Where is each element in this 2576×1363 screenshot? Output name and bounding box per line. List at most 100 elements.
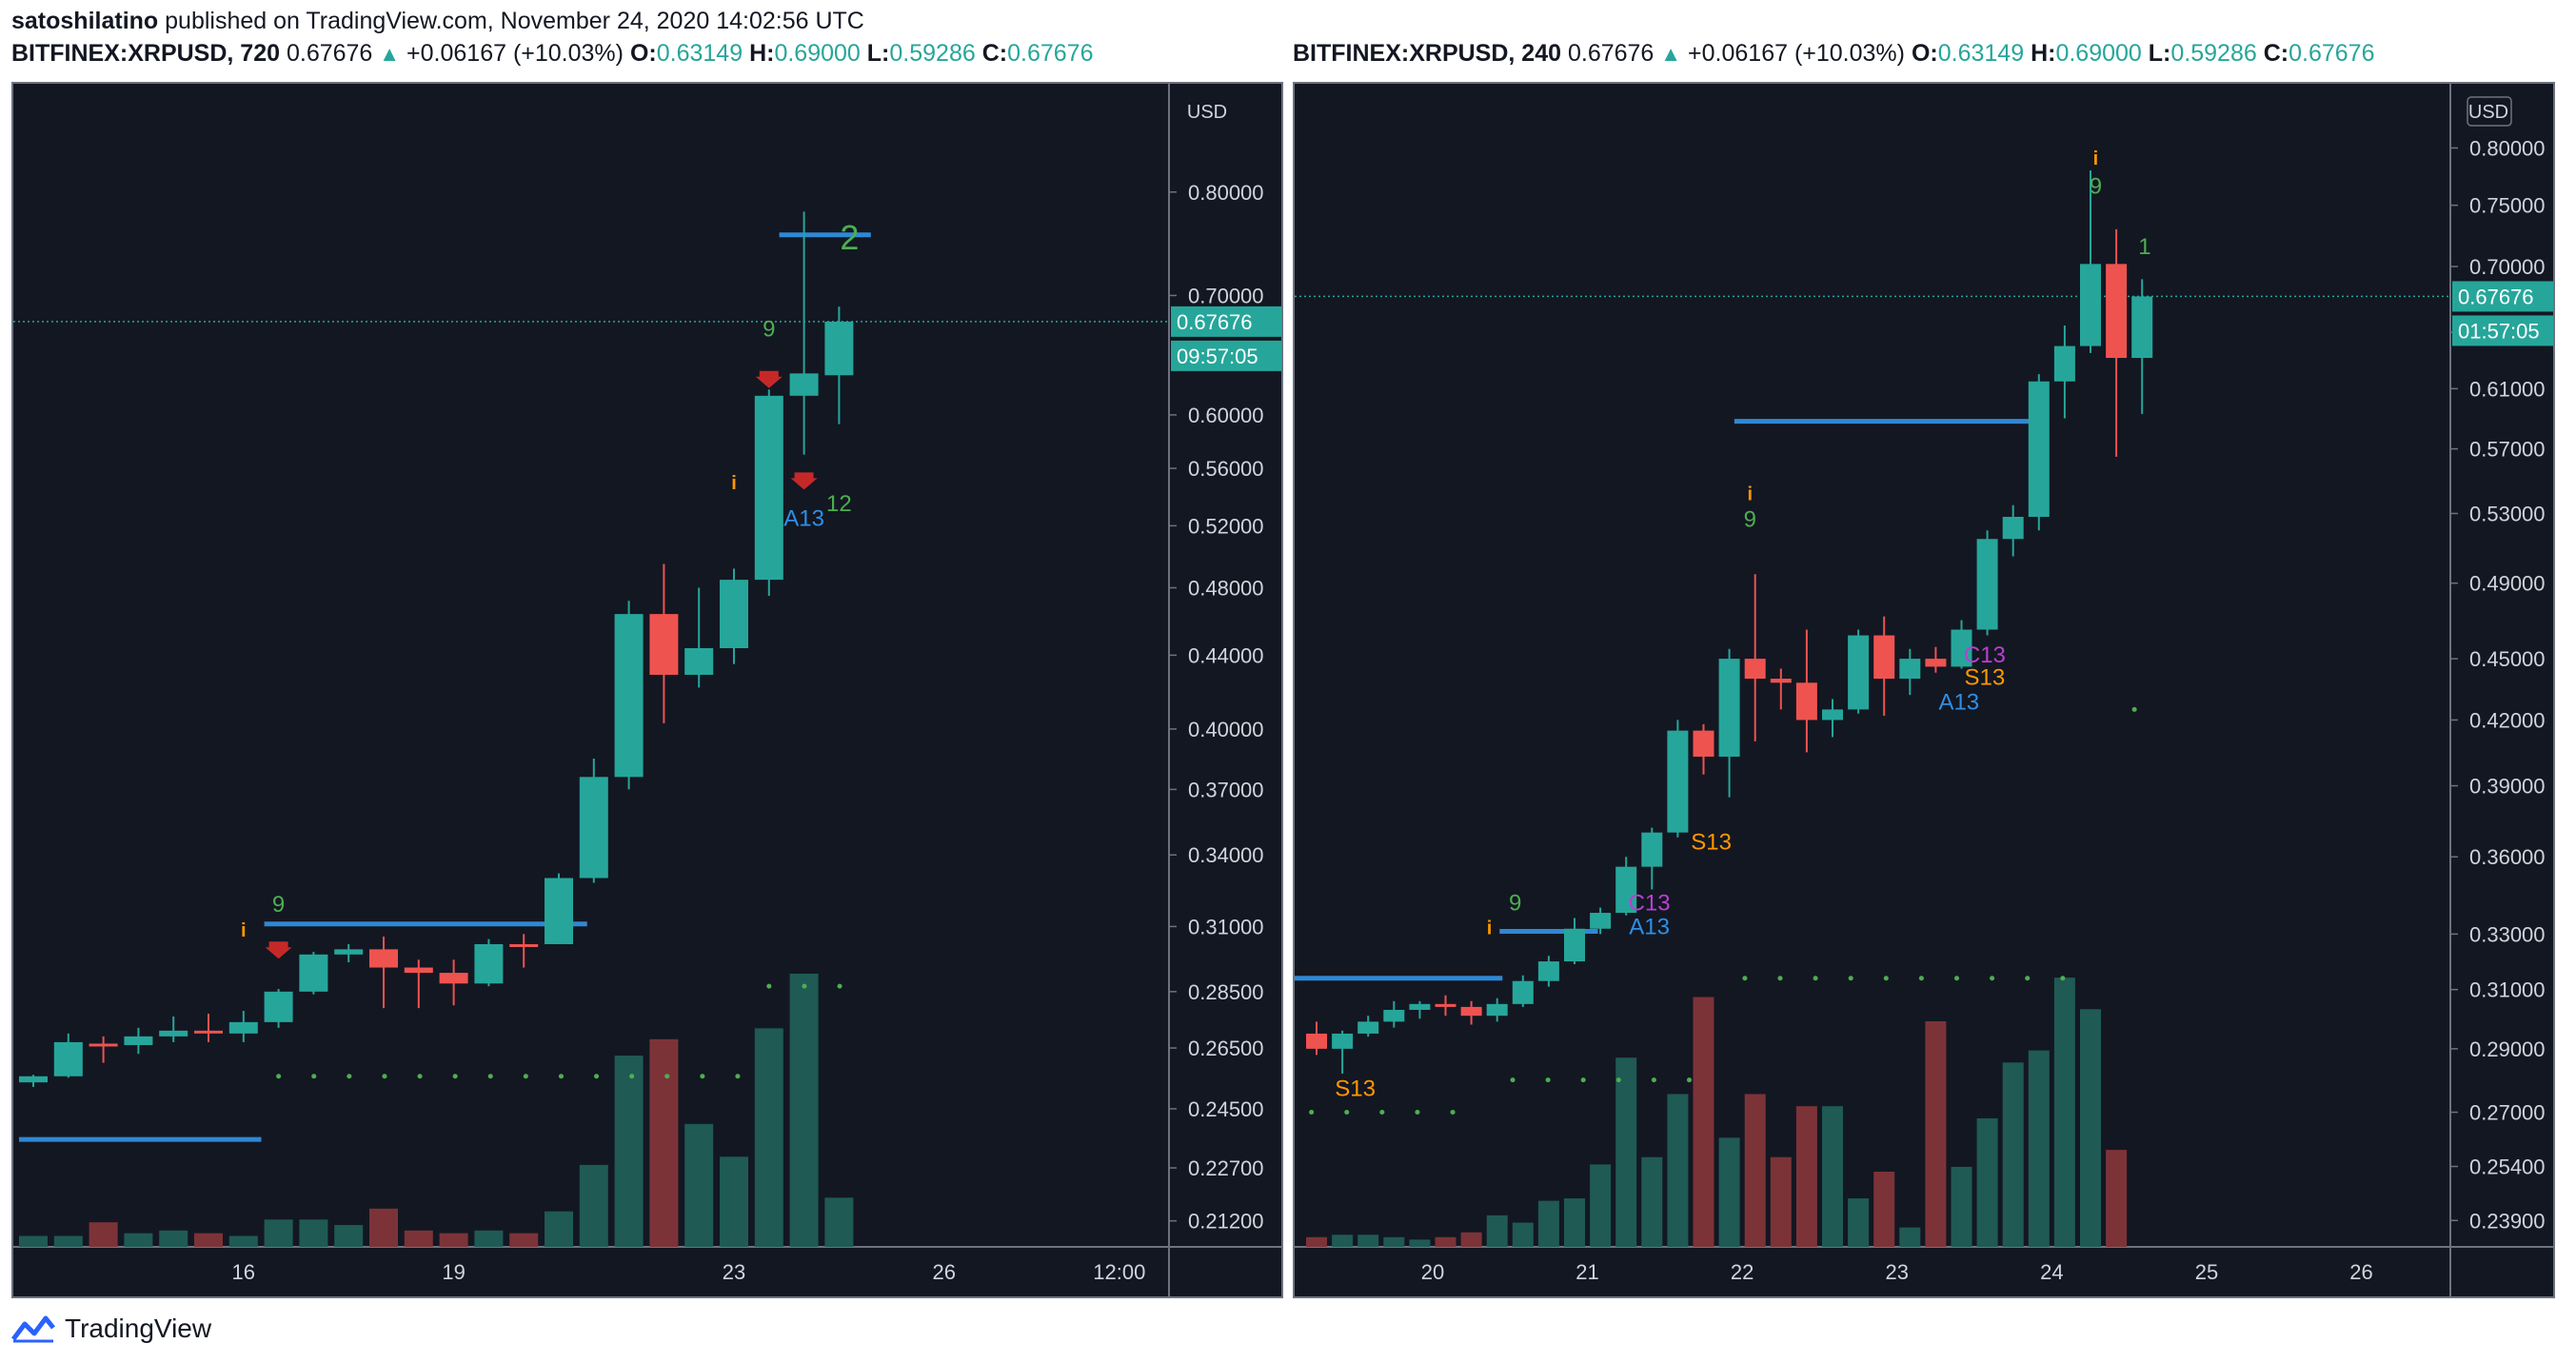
volume-bar [1951,1166,1972,1247]
candle-body [1718,659,1740,757]
candle-body [474,943,504,984]
candle-body [1306,1033,1327,1049]
volume-bar [789,973,819,1247]
volume-bar [53,1235,83,1247]
volume-bar [720,1156,748,1247]
sell-arrow-icon [265,941,292,959]
candle-body [1357,1021,1379,1034]
volume-bar [404,1230,433,1247]
tradingview-footer[interactable]: TradingView [11,1310,211,1348]
volume-bar [299,1219,328,1247]
volume-bar [1357,1235,1379,1247]
author-name[interactable]: satoshilatino [11,8,159,34]
time-tick-label: 21 [1575,1260,1598,1284]
currency-label: USD [1187,102,1227,123]
time-tick-label: 22 [1731,1260,1754,1284]
td-annotation: i [1747,484,1753,504]
candle-body [1590,913,1612,929]
td-annotation: 9 [763,316,775,342]
price-tick-label: 0.27000 [2469,1101,2546,1125]
candle-body [649,614,679,675]
volume-bar [264,1219,293,1247]
candle-body [1744,659,1766,680]
candle-body [789,373,819,396]
volume-bar [1770,1156,1792,1247]
price-tick-label: 0.42000 [2469,708,2546,732]
candle-body [1486,1003,1508,1017]
chart-panel-720[interactable]: 9 i 9 i A13 12 2 0.80000 0.70000 0.60000 0.56000 0.… [11,82,1283,1298]
candle-body [824,321,854,376]
candle-body [579,777,608,879]
countdown-tag [2452,315,2553,346]
candle-body [334,949,364,955]
candle-body [89,1043,118,1047]
volume-bar [89,1222,118,1247]
volume-bar [1976,1117,1998,1247]
candle-body [1460,1006,1482,1017]
time-tick-label: 23 [723,1260,745,1284]
price-tick-label: 0.31000 [2469,978,2546,1002]
candle-body [1795,682,1817,721]
candle-body [439,973,468,984]
candle-body [159,1030,188,1037]
symbol-label[interactable]: BITFINEX:XRPUSD, 240 [1293,40,1562,67]
volume-bar [334,1225,364,1247]
price-tick-label: 0.45000 [2469,647,2546,671]
close-label: C: [2263,40,2289,67]
volume-bar [1460,1232,1482,1247]
td-annotation: C13 [1964,642,2006,668]
volume-bar [1332,1235,1354,1247]
volume-bar [509,1233,539,1247]
chart-panel-240[interactable]: S13 9 i C13 A13 S13 9 i C13 S13 A13 9 i 1 0.80000 0.750… [1293,82,2555,1298]
volume-bar [1795,1106,1817,1247]
time-tick-label: 12:00 [1093,1260,1145,1284]
candle-body [684,647,714,675]
price-tick-label: 0.29000 [2469,1037,2546,1061]
volume-bar [1590,1164,1612,1247]
price-tick-label: 0.37000 [1188,778,1264,801]
td-annotation: 9 [1744,507,1756,533]
last-price: 0.67676 [1567,40,1655,67]
price-tick-label: 0.70000 [1188,284,1264,307]
volume-bar [1564,1198,1585,1247]
volume-bar [228,1235,258,1247]
candle-body [545,878,573,944]
chart-canvas-240[interactable]: S139iC13A13S139iC13S13A139i10.800000.750… [1295,84,2553,1296]
candle-body [2131,296,2153,359]
volume-bar [579,1164,608,1247]
price-tick-label: 0.57000 [2469,438,2546,462]
price-tick-label: 0.44000 [1188,643,1264,667]
time-tick-label: 19 [442,1260,465,1284]
td-annotation: i [2093,148,2099,169]
price-tick-label: 0.60000 [1188,404,1264,427]
price-tick-label: 0.70000 [2469,255,2546,279]
candle-body [720,580,748,648]
time-tick-label: 16 [232,1260,255,1284]
ohlc-legend-2: BITFINEX:XRPUSD, 240 0.67676 ▲ +0.06167 … [1293,40,2374,68]
candle-body [2106,264,2128,359]
candle-body [1615,866,1637,914]
low-value: 0.59286 [889,40,976,67]
volume-bar [474,1230,504,1247]
td-annotation: i [1487,918,1493,938]
volume-bar [1615,1057,1637,1247]
time-tick-label: 26 [2349,1260,2372,1284]
price-tick-label: 0.36000 [2469,845,2546,869]
td-annotation: i [731,473,737,494]
price-tick-label: 0.28500 [1188,980,1264,1004]
candle-body [1383,1009,1405,1022]
volume-bar [824,1197,854,1247]
price-tick-label: 0.39000 [2469,775,2546,799]
price-tick-label: 0.61000 [2469,377,2546,401]
change-text: +0.06167 (+10.03%) [406,40,624,67]
time-tick-label: 24 [2040,1260,2063,1284]
symbol-label[interactable]: BITFINEX:XRPUSD, 720 [11,40,281,67]
volume-bar [2002,1062,2024,1247]
last-price-tag [2452,281,2553,312]
candle-body [1899,659,1921,680]
change-text: +0.06167 (+10.03%) [1688,40,1905,67]
candle-body [509,943,539,947]
candle-body [2053,346,2075,382]
candle-body [1564,928,1585,962]
